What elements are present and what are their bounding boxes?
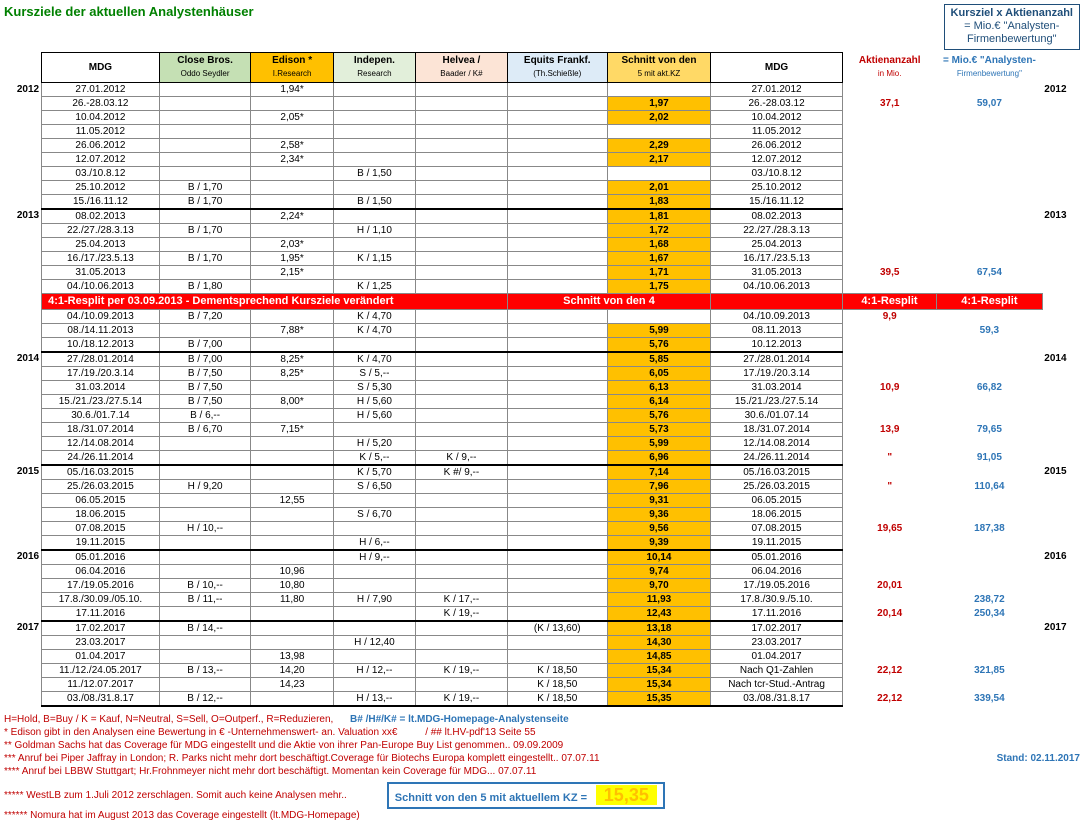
header-row: MDG Close Bros.Oddo Seydler Edison *I.Re… [4, 52, 1080, 82]
hdr-mio: = Mio.€ "Analysten-Firmenbewertung" [936, 52, 1042, 82]
table-row: 06.05.201512,559,3106.05.2015 [4, 493, 1080, 507]
fn-goldman: ** Goldman Sachs hat das Coverage für MD… [4, 739, 1080, 752]
table-row: 25./26.03.2015H / 9,20S / 6,507,9625./26… [4, 479, 1080, 493]
table-row: 08./14.11.20137,88*K / 4,705,9908.11.201… [4, 323, 1080, 337]
table-row: 17.8./30.09./05.10.B / 11,--11,80H / 7,9… [4, 592, 1080, 606]
table-row: 25.10.2012B / 1,702,0125.10.2012 [4, 180, 1080, 194]
table-row: 03./08./31.8.17B / 12,--H / 13,--K / 19,… [4, 691, 1080, 706]
hdr-mdg: MDG [42, 52, 160, 82]
hdr-edison: Edison *I.Research [251, 52, 333, 82]
table-row: 31.05.20132,15*1,7131.05.201339,567,54 [4, 265, 1080, 279]
table-row: 26.-28.03.121,9726.-28.03.1237,159,07 [4, 96, 1080, 110]
table-row: 12.07.20122,34*2,1712.07.2012 [4, 152, 1080, 166]
footnotes: H=Hold, B=Buy / K = Kauf, N=Neutral, S=S… [4, 713, 1080, 822]
summary-label: Schnitt von den 5 mit aktuellem KZ = [395, 792, 587, 804]
table-row: 19.11.2015H / 6,--9,3919.11.2015 [4, 535, 1080, 550]
page-title: Kursziele der aktuellen Analystenhäuser [4, 4, 254, 19]
table-row: 201427./28.01.2014B / 7,008,25*K / 4,705… [4, 352, 1080, 367]
hdr-helvea: Helvea /Baader / K# [416, 52, 508, 82]
fn-edison: * Edison gibt in den Analysen eine Bewer… [4, 727, 397, 738]
fn-legend: H=Hold, B=Buy / K = Kauf, N=Neutral, S=S… [4, 714, 333, 725]
stand-date: Stand: 02.11.2017 [997, 752, 1080, 765]
table-row: 31.03.2014B / 7,50S / 5,306,1331.03.2014… [4, 380, 1080, 394]
box-line1: Kursziel x Aktienanzahl [951, 7, 1073, 20]
table-row: 17./19./20.3.14B / 7,508,25*S / 5,--6,05… [4, 366, 1080, 380]
table-row: 15./16.11.12B / 1,70B / 1,501,8315./16.1… [4, 194, 1080, 209]
hdr-indep: Indepen.Research [333, 52, 415, 82]
table-row: 26.06.20122,58*2,2926.06.2012 [4, 138, 1080, 152]
analyst-table: MDG Close Bros.Oddo Seydler Edison *I.Re… [4, 52, 1080, 707]
table-row: 11./12.07.201714,23K / 18,5015,34Nach tc… [4, 677, 1080, 691]
table-row: 201227.01.20121,94*27.01.20122012 [4, 82, 1080, 96]
table-row: 17.11.2016K / 19,--12,4317.11.201620,142… [4, 606, 1080, 621]
hdr-aktien: Aktienanzahlin Mio. [842, 52, 936, 82]
table-row: 04./10.09.2013B / 7,20K / 4,7004./10.09.… [4, 309, 1080, 323]
table-row: 201605.01.2016H / 9,--10,1405.01.2016201… [4, 550, 1080, 565]
summary-box: Schnitt von den 5 mit aktuellem KZ = 15,… [387, 782, 665, 809]
table-row: 201308.02.20132,24*1,8108.02.20132013 [4, 209, 1080, 224]
box-line3: Firmenbewertung" [951, 33, 1073, 46]
table-row: 25.04.20132,03*1,6825.04.2013 [4, 237, 1080, 251]
summary-value: 15,35 [596, 785, 657, 805]
fn-westlb: ***** WestLB zum 1.Juli 2012 zerschlagen… [4, 789, 347, 802]
top-right-box: Kursziel x Aktienanzahl = Mio.€ "Analyst… [944, 4, 1080, 50]
table-row: 11./12./24.05.2017B / 13,--14,20H / 12,-… [4, 663, 1080, 677]
resplit-band: 4:1-Resplit per 03.09.2013 - Dementsprec… [4, 293, 1080, 309]
hdr-mdg2: MDG [711, 52, 843, 82]
box-line2: = Mio.€ "Analysten- [951, 20, 1073, 33]
fn-legend-b: B# /H#/K# = lt.MDG-Homepage-Analystensei… [350, 714, 569, 725]
table-row: 24./26.11.2014K / 5,--K / 9,--6,9624./26… [4, 450, 1080, 465]
fn-piper: *** Anruf bei Piper Jaffray in London; R… [4, 752, 600, 765]
table-row: 23.03.2017H / 12,4014,3023.03.2017 [4, 635, 1080, 649]
table-row: 07.08.2015H / 10,--9,5607.08.201519,6518… [4, 521, 1080, 535]
table-row: 201505./16.03.2015K / 5,70K #/ 9,--7,140… [4, 465, 1080, 480]
table-row: 15./21./23./27.5.14B / 7,508,00*H / 5,60… [4, 394, 1080, 408]
hdr-schnitt: Schnitt von den5 mit akt.KZ [607, 52, 710, 82]
table-row: 11.05.201211.05.2012 [4, 124, 1080, 138]
table-row: 30.6./01.7.14B / 6,--H / 5,605,7630.6./0… [4, 408, 1080, 422]
fn-edison-b: / ## lt.HV-pdf'13 Seite 55 [425, 727, 535, 738]
table-row: 18./31.07.2014B / 6,707,15*5,7318./31.07… [4, 422, 1080, 436]
table-row: 22./27./28.3.13B / 1,70H / 1,101,7222./2… [4, 223, 1080, 237]
table-row: 10./18.12.2013B / 7,005,7610.12.2013 [4, 337, 1080, 352]
hdr-equits: Equits Frankf.(Th.Schießle) [507, 52, 607, 82]
table-row: 17./19.05.2016B / 10,--10,809,7017./19.0… [4, 578, 1080, 592]
table-row: 12./14.08.2014H / 5,205,9912./14.08.2014 [4, 436, 1080, 450]
table-row: 18.06.2015S / 6,709,3618.06.2015 [4, 507, 1080, 521]
table-row: 04./10.06.2013B / 1,80K / 1,251,7504./10… [4, 279, 1080, 293]
table-row: 01.04.201713,9814,8501.04.2017 [4, 649, 1080, 663]
hdr-close: Close Bros.Oddo Seydler [159, 52, 251, 82]
table-row: 16./17./23.5.13B / 1,701,95*K / 1,151,67… [4, 251, 1080, 265]
fn-lbbw: **** Anruf bei LBBW Stuttgart; Hr.Frohnm… [4, 765, 1080, 778]
fn-nomura: ****** Nomura hat im August 2013 das Cov… [4, 809, 1080, 822]
table-row: 03./10.8.12B / 1,5003./10.8.12 [4, 166, 1080, 180]
table-row: 06.04.201610,969,7406.04.2016 [4, 564, 1080, 578]
table-row: 10.04.20122,05*2,0210.04.2012 [4, 110, 1080, 124]
table-row: 201717.02.2017B / 14,--(K / 13,60)13,181… [4, 621, 1080, 636]
